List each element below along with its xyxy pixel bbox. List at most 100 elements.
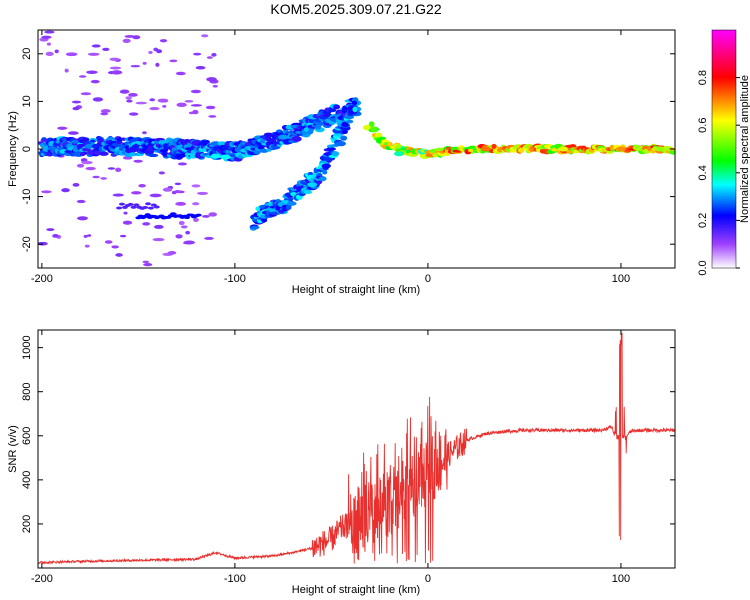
heat-cell-1099 bbox=[468, 145, 478, 150]
heat-cell-1009 bbox=[368, 121, 375, 127]
snr-xtick-label-2: 0 bbox=[425, 573, 431, 585]
heat-cell-110 bbox=[155, 62, 160, 67]
heat-cell-107 bbox=[185, 230, 191, 235]
heat-cell-483 bbox=[204, 140, 210, 145]
heat-cell-1317 bbox=[142, 205, 149, 209]
heat-cell-271 bbox=[99, 151, 109, 156]
snr-xtick-label-1: -100 bbox=[224, 573, 246, 585]
spectrogram-xtick-label-3: 100 bbox=[612, 273, 630, 285]
heat-cell-1279 bbox=[558, 146, 569, 152]
snr-panel: -200 -100 0 100 200 400 600 800 1000 Height of … bbox=[7, 329, 676, 596]
heat-cell-428 bbox=[175, 153, 187, 158]
heat-cell-103 bbox=[112, 193, 124, 197]
heat-cell-101 bbox=[61, 188, 70, 193]
heat-cell-117 bbox=[211, 52, 217, 57]
colorbar-tick-label-1: 0.2 bbox=[697, 213, 709, 228]
heat-cell-135 bbox=[100, 109, 111, 113]
spectrogram-x-label: Height of straight line (km) bbox=[292, 284, 420, 296]
spectrogram-ytick-label-4: 20 bbox=[21, 48, 33, 60]
heat-cell-31 bbox=[191, 184, 201, 188]
snr-x-label: Height of straight line (km) bbox=[292, 584, 420, 596]
heat-cell-84 bbox=[169, 59, 178, 63]
heat-cell-139 bbox=[190, 104, 202, 107]
heat-cell-13 bbox=[85, 166, 96, 171]
heat-cell-43 bbox=[201, 34, 209, 38]
heat-cell-1313 bbox=[130, 205, 137, 209]
heat-cell-9 bbox=[184, 100, 194, 103]
heat-cell-961 bbox=[328, 147, 336, 151]
heat-cell-98 bbox=[104, 240, 113, 244]
heat-cell-1274 bbox=[278, 134, 289, 140]
heat-cell-717 bbox=[318, 122, 324, 126]
snr-y-label: SNR (v/v) bbox=[7, 425, 19, 473]
heat-cell-111 bbox=[212, 84, 218, 88]
heat-cell-51 bbox=[157, 98, 169, 103]
heat-cell-25 bbox=[128, 112, 139, 116]
heat-cell-34 bbox=[196, 191, 209, 195]
heat-cell-671 bbox=[291, 136, 302, 142]
heat-cell-1027 bbox=[387, 141, 393, 148]
heat-cell-23 bbox=[92, 97, 104, 102]
heat-cell-0 bbox=[149, 193, 162, 198]
heat-cell-61 bbox=[126, 99, 133, 103]
snr-ytick-label-4: 1000 bbox=[21, 335, 33, 359]
heat-cell-115 bbox=[162, 187, 173, 192]
heat-cell-121 bbox=[149, 98, 156, 102]
heat-cell-1308 bbox=[116, 206, 123, 210]
heat-cell-123 bbox=[193, 52, 202, 56]
heat-cell-95 bbox=[81, 160, 93, 165]
heat-cell-942 bbox=[322, 170, 328, 175]
heat-cell-7 bbox=[124, 35, 135, 38]
heat-cell-38 bbox=[86, 234, 92, 237]
heat-cell-126 bbox=[167, 251, 177, 255]
heat-cell-1319 bbox=[147, 206, 154, 210]
snr-ytick-label-1: 400 bbox=[21, 471, 33, 489]
heat-cell-20 bbox=[135, 101, 148, 105]
heat-cell-235 bbox=[81, 137, 90, 142]
heat-cell-37 bbox=[128, 92, 138, 97]
heat-cell-76 bbox=[71, 100, 82, 104]
heat-cell-88 bbox=[204, 236, 214, 240]
heat-cell-518 bbox=[217, 141, 227, 146]
heat-cell-242 bbox=[84, 143, 95, 149]
heat-cell-1285 bbox=[144, 213, 151, 217]
heat-cell-102 bbox=[109, 57, 120, 61]
heat-cell-116 bbox=[125, 96, 132, 100]
heat-cell-69 bbox=[208, 79, 216, 82]
heat-cell-137 bbox=[41, 35, 52, 39]
heat-cell-372 bbox=[148, 153, 159, 158]
snr-frame bbox=[37, 329, 676, 569]
heat-cell-49 bbox=[193, 217, 199, 223]
heat-cell-15 bbox=[133, 159, 143, 163]
heat-cell-1275 bbox=[307, 182, 318, 188]
heat-cell-1272 bbox=[210, 153, 221, 159]
spectrogram-ytick-label-2: 0 bbox=[21, 146, 33, 152]
snr-ytick-label-0: 200 bbox=[21, 515, 33, 533]
spectrogram-ytick-label-1: -10 bbox=[21, 189, 33, 205]
heat-cell-62 bbox=[46, 228, 55, 232]
heat-cell-1117 bbox=[491, 143, 497, 149]
heat-cell-1016 bbox=[374, 132, 383, 138]
heat-cell-122 bbox=[159, 39, 168, 43]
heat-cell-1314 bbox=[133, 203, 140, 207]
heat-cell-22 bbox=[78, 75, 87, 78]
colorbar-label: Normalized spectral amplitude bbox=[739, 75, 750, 223]
heat-cell-615 bbox=[263, 132, 274, 137]
heat-cell-14 bbox=[130, 64, 141, 68]
colorbar: 0.0 0.2 0.4 0.6 0.8 Normalized spectral ampl… bbox=[697, 29, 750, 276]
heat-cell-19 bbox=[122, 220, 133, 225]
heat-cell-47 bbox=[54, 49, 59, 54]
heat-cell-125 bbox=[156, 49, 163, 54]
heat-cell-129 bbox=[183, 240, 196, 245]
heat-cell-16 bbox=[122, 38, 131, 44]
spectrogram-ytick-label-3: 10 bbox=[21, 95, 33, 107]
heat-cell-120 bbox=[192, 109, 199, 115]
heat-cell-108 bbox=[175, 234, 183, 239]
heat-cell-127 bbox=[111, 245, 119, 249]
heat-cell-36 bbox=[80, 92, 92, 96]
heat-cell-124 bbox=[208, 115, 217, 118]
heat-cell-1071 bbox=[435, 147, 446, 152]
heat-cell-995 bbox=[345, 119, 354, 124]
heat-cell-132 bbox=[190, 89, 202, 94]
heat-cell-1277 bbox=[615, 146, 626, 152]
